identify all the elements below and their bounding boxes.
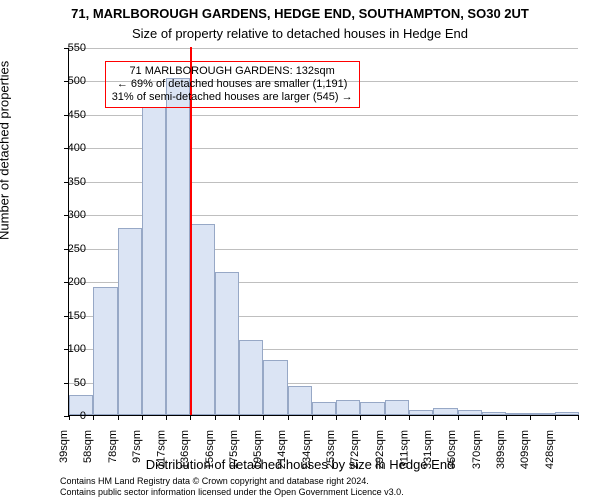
xtick-mark bbox=[239, 415, 240, 420]
ytick-label: 450 bbox=[46, 109, 86, 121]
xtick-label: 117sqm bbox=[155, 430, 167, 468]
annotation-line: 31% of semi-detached houses are larger (… bbox=[112, 91, 353, 104]
xtick-mark bbox=[263, 415, 264, 420]
histogram-bar bbox=[166, 78, 190, 415]
xtick-mark bbox=[166, 415, 167, 420]
ytick-label: 0 bbox=[46, 410, 86, 422]
ytick-label: 550 bbox=[46, 42, 86, 54]
xtick-label: 78sqm bbox=[107, 430, 119, 463]
xtick-mark bbox=[409, 415, 410, 420]
histogram-bar bbox=[215, 272, 239, 415]
ytick-label: 50 bbox=[46, 377, 86, 389]
xtick-label: 97sqm bbox=[131, 430, 143, 463]
xtick-label: 253sqm bbox=[325, 430, 337, 469]
xtick-label: 428sqm bbox=[544, 430, 556, 469]
xtick-mark bbox=[142, 415, 143, 420]
xtick-mark bbox=[458, 415, 459, 420]
xtick-label: 39sqm bbox=[58, 430, 70, 463]
xtick-mark bbox=[482, 415, 483, 420]
histogram-bar bbox=[385, 400, 409, 415]
histogram-bar bbox=[433, 408, 457, 415]
xtick-label: 175sqm bbox=[228, 430, 240, 469]
annotation-line: 71 MARLBOROUGH GARDENS: 132sqm bbox=[112, 65, 353, 78]
xtick-mark bbox=[433, 415, 434, 420]
gridline bbox=[69, 48, 578, 49]
xtick-mark bbox=[385, 415, 386, 420]
xtick-mark bbox=[530, 415, 531, 420]
xtick-mark bbox=[506, 415, 507, 420]
xtick-label: 136sqm bbox=[179, 430, 191, 469]
ytick-label: 250 bbox=[46, 243, 86, 255]
footer-attribution: Contains HM Land Registry data © Crown c… bbox=[60, 476, 580, 497]
xtick-label: 370sqm bbox=[471, 430, 483, 469]
histogram-bar bbox=[239, 340, 263, 415]
ytick-label: 300 bbox=[46, 209, 86, 221]
xtick-label: 272sqm bbox=[349, 430, 361, 469]
ytick-label: 150 bbox=[46, 310, 86, 322]
annotation-line: ← 69% of detached houses are smaller (1,… bbox=[112, 78, 353, 91]
histogram-bar bbox=[312, 402, 336, 415]
xtick-mark bbox=[360, 415, 361, 420]
histogram-bar bbox=[263, 360, 287, 415]
histogram-bar bbox=[360, 402, 384, 415]
histogram-bar bbox=[288, 386, 312, 415]
histogram-bar bbox=[555, 412, 579, 415]
xtick-mark bbox=[118, 415, 119, 420]
xtick-label: 156sqm bbox=[204, 430, 216, 469]
histogram-bar bbox=[118, 228, 142, 415]
ytick-label: 200 bbox=[46, 276, 86, 288]
footer-line2: Contains public sector information licen… bbox=[60, 487, 580, 497]
footer-line1: Contains HM Land Registry data © Crown c… bbox=[60, 476, 580, 486]
histogram-bar bbox=[409, 410, 433, 415]
xtick-label: 409sqm bbox=[519, 430, 531, 469]
xtick-label: 389sqm bbox=[495, 430, 507, 469]
chart-title-line1: 71, MARLBOROUGH GARDENS, HEDGE END, SOUT… bbox=[0, 6, 600, 21]
xtick-label: 292sqm bbox=[374, 430, 386, 469]
plot-area: 71 MARLBOROUGH GARDENS: 132sqm← 69% of d… bbox=[68, 48, 578, 416]
xtick-mark bbox=[555, 415, 556, 420]
histogram-bar bbox=[458, 410, 482, 415]
histogram-bar bbox=[530, 413, 554, 415]
xtick-mark bbox=[312, 415, 313, 420]
histogram-bar bbox=[93, 287, 117, 415]
ytick-label: 400 bbox=[46, 142, 86, 154]
ytick-label: 100 bbox=[46, 343, 86, 355]
xtick-label: 234sqm bbox=[301, 430, 313, 469]
xtick-label: 214sqm bbox=[277, 430, 289, 469]
xtick-mark bbox=[190, 415, 191, 420]
xtick-mark bbox=[93, 415, 94, 420]
chart-title-line2: Size of property relative to detached ho… bbox=[0, 26, 600, 41]
histogram-bar bbox=[142, 107, 166, 415]
ytick-label: 350 bbox=[46, 176, 86, 188]
xtick-mark bbox=[578, 415, 579, 420]
histogram-bar bbox=[482, 412, 506, 415]
histogram-bar bbox=[336, 400, 360, 415]
xtick-mark bbox=[215, 415, 216, 420]
xtick-label: 311sqm bbox=[398, 430, 410, 468]
xtick-label: 195sqm bbox=[252, 430, 264, 469]
y-axis-label: Number of detached properties bbox=[0, 61, 12, 240]
xtick-label: 331sqm bbox=[422, 430, 434, 469]
xtick-mark bbox=[336, 415, 337, 420]
ytick-label: 500 bbox=[46, 75, 86, 87]
xtick-mark bbox=[288, 415, 289, 420]
annotation-box: 71 MARLBOROUGH GARDENS: 132sqm← 69% of d… bbox=[105, 61, 360, 109]
xtick-label: 350sqm bbox=[447, 430, 459, 469]
xtick-label: 58sqm bbox=[82, 430, 94, 463]
histogram-bar bbox=[190, 224, 214, 415]
histogram-bar bbox=[506, 413, 530, 415]
